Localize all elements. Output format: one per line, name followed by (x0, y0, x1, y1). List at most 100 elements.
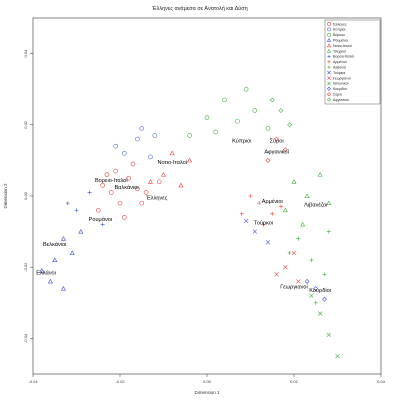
y-tick-label: 0.02 (23, 120, 28, 129)
data-point (265, 240, 271, 245)
legend-marker (326, 43, 332, 48)
data-point (130, 161, 136, 167)
data-point (287, 250, 292, 255)
data-point (261, 222, 266, 227)
data-point (235, 118, 240, 124)
y-tick-label: 0.04 (23, 49, 28, 58)
group-label: Βορειο-Ιταλοί (95, 178, 128, 184)
group-label: Νοτιο-Ιταλοί (157, 160, 187, 166)
group-label: Λιβανέζοι (304, 202, 328, 209)
data-point (126, 175, 131, 181)
x-tick-label: -0.04 (28, 379, 38, 384)
data-point (296, 279, 301, 284)
x-tick-label: 0.02 (290, 379, 299, 384)
data-point (213, 129, 218, 135)
data-point (265, 126, 271, 131)
data-point (169, 150, 175, 156)
data-points (39, 86, 340, 359)
data-point (100, 222, 105, 227)
data-point (87, 190, 92, 195)
data-point (113, 143, 118, 149)
group-label: Βελκάνιοι (43, 241, 67, 248)
legend-label: Τσεχικοί (333, 49, 346, 53)
x-axis: -0.04 -0.02 0.00 0.02 0.04 (28, 374, 386, 384)
data-point (122, 150, 127, 156)
data-point (222, 97, 227, 103)
data-point (95, 207, 101, 213)
legend-marker (327, 70, 331, 75)
data-point (109, 190, 114, 195)
legend-marker (326, 37, 332, 42)
group-label: Έλληνες (145, 196, 167, 202)
data-point (291, 179, 297, 184)
data-point (326, 229, 331, 234)
legend-marker (327, 60, 331, 64)
data-point (282, 147, 288, 153)
data-point (60, 236, 66, 241)
data-point (300, 221, 306, 227)
data-point (287, 122, 293, 128)
data-point (156, 179, 162, 185)
legend-label: Αφγανικοί (333, 98, 349, 102)
legend-marker (326, 97, 332, 102)
x-axis-title: Dimension 1 (194, 390, 220, 395)
data-point (335, 353, 340, 359)
y-tick-label: -0.04 (23, 333, 28, 343)
legend-label: Ρουμάνοι (333, 39, 348, 43)
legend-label: Κύπριοι (333, 28, 346, 32)
group-label: Κύπριοι (232, 139, 252, 145)
data-point (270, 211, 275, 216)
legend-label: Έλληνες (332, 22, 347, 26)
group-label: Αρμένιοι (262, 198, 284, 205)
data-point (47, 278, 53, 284)
legend-label: Κουρδίοι (333, 87, 347, 91)
x-tick-label: -0.02 (115, 379, 125, 384)
data-point (243, 218, 249, 224)
data-point (78, 228, 84, 234)
legend-label: Αλβανοί (333, 66, 346, 70)
data-point (143, 190, 149, 195)
data-point (65, 201, 70, 206)
data-point (283, 264, 288, 270)
data-point (313, 300, 318, 305)
data-point (252, 229, 258, 234)
group-label: Ρουμάνοι (89, 216, 113, 223)
data-point (204, 115, 210, 120)
legend-label: Σύροι (333, 93, 342, 97)
data-point (187, 157, 193, 163)
data-point (39, 268, 45, 273)
data-point (265, 157, 271, 163)
data-point (322, 272, 327, 277)
data-point (160, 172, 167, 177)
legend-marker (327, 22, 331, 26)
x-tick-label: 0.04 (377, 379, 386, 384)
data-point (317, 172, 323, 177)
data-point (282, 207, 288, 213)
data-point (296, 236, 301, 241)
data-point (326, 200, 332, 206)
data-point (252, 108, 258, 113)
data-point (291, 250, 297, 256)
y-axis: 0.04 0.02 0.00 -0.02 -0.04 (23, 49, 33, 343)
data-point (309, 293, 314, 298)
data-point (304, 193, 310, 198)
legend-marker (327, 54, 331, 58)
data-point (135, 136, 140, 142)
legend-box (324, 19, 381, 105)
legend-marker (327, 76, 331, 80)
data-point (60, 285, 66, 291)
data-point (274, 136, 280, 142)
data-point (100, 183, 105, 188)
data-point (248, 194, 253, 198)
data-point (113, 168, 118, 174)
legend-label: Βόρειοι (333, 33, 345, 37)
data-point (139, 126, 145, 131)
legend-label: Ιαπωνικοί (333, 82, 349, 86)
chart-title: Έλληνες ανάμεσα σε Ανατολή και Δύση (151, 5, 248, 12)
data-point (69, 250, 75, 255)
data-point (309, 258, 314, 263)
group-label: Γεωργιανοί (280, 285, 308, 291)
data-point (278, 204, 283, 209)
data-point (52, 257, 58, 262)
